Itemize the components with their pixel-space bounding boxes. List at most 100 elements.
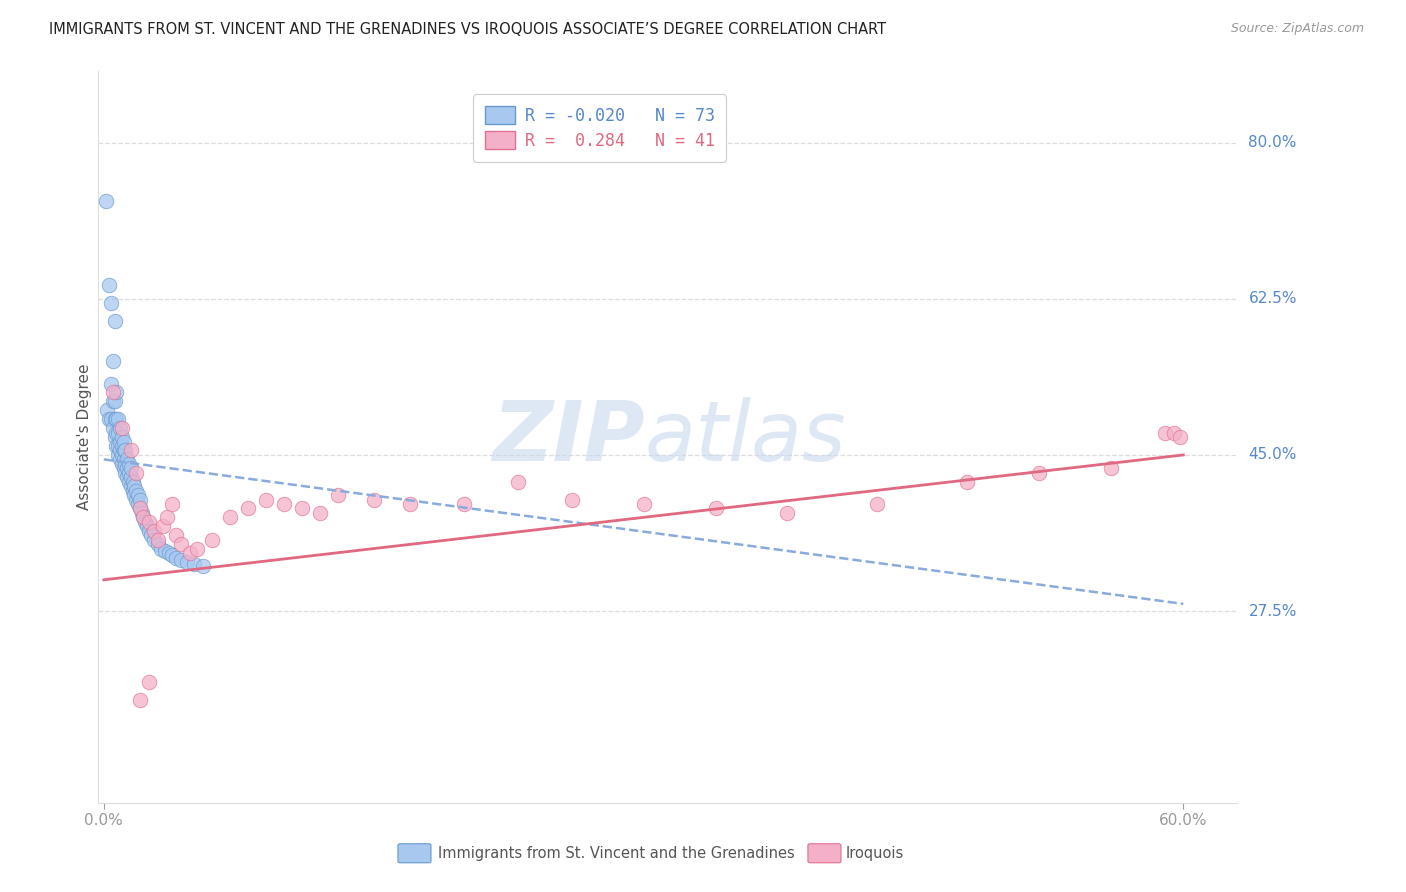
Y-axis label: Associate's Degree: Associate's Degree [77, 364, 91, 510]
Point [866, 497, 889, 511]
Point [112, 434, 135, 449]
Point [105, 425, 128, 440]
Legend: R = -0.020   N = 73, R =  0.284   N = 41: R = -0.020 N = 73, R = 0.284 N = 41 [472, 95, 725, 161]
Point [132, 510, 155, 524]
Point [101, 421, 124, 435]
Point [118, 457, 141, 471]
Text: 27.5%: 27.5% [1249, 604, 1296, 618]
Point [506, 475, 529, 489]
Point [1168, 430, 1191, 444]
Point [105, 385, 128, 400]
Point [114, 457, 136, 471]
Point [176, 555, 198, 569]
Point [128, 693, 150, 707]
Point [143, 524, 166, 538]
Point [165, 550, 187, 565]
Point [179, 546, 201, 560]
Point [115, 452, 138, 467]
Point [115, 470, 138, 484]
Point [98, 412, 121, 426]
Point [107, 412, 129, 426]
Point [100, 412, 122, 426]
Point [136, 519, 159, 533]
Point [96, 403, 118, 417]
Point [308, 506, 330, 520]
Text: ZIP: ZIP [492, 397, 645, 477]
Point [183, 557, 205, 571]
Point [398, 497, 420, 511]
Point [111, 448, 134, 462]
Point [291, 501, 314, 516]
Point [127, 488, 149, 502]
Point [139, 528, 162, 542]
Text: 62.5%: 62.5% [1249, 292, 1296, 306]
Point [114, 443, 136, 458]
Point [101, 385, 124, 400]
Point [363, 492, 385, 507]
Point [956, 475, 979, 489]
Text: atlas: atlas [645, 397, 846, 477]
Point [105, 412, 128, 426]
Point [561, 492, 583, 507]
Point [107, 439, 129, 453]
Point [156, 510, 179, 524]
Text: 45.0%: 45.0% [1249, 448, 1296, 462]
Point [138, 675, 160, 690]
Point [107, 448, 129, 462]
Point [160, 548, 183, 562]
Point [104, 394, 127, 409]
Text: 80.0%: 80.0% [1249, 136, 1296, 150]
Point [121, 483, 143, 498]
Point [108, 434, 131, 449]
FancyBboxPatch shape [808, 844, 841, 863]
Point [157, 546, 180, 560]
Point [128, 501, 150, 516]
Point [107, 425, 129, 440]
Point [153, 544, 176, 558]
Text: Source: ZipAtlas.com: Source: ZipAtlas.com [1230, 22, 1364, 36]
Point [236, 501, 259, 516]
Point [124, 479, 146, 493]
Point [150, 541, 173, 556]
Point [120, 470, 142, 484]
Point [138, 515, 160, 529]
Point [111, 421, 134, 435]
Point [160, 497, 183, 511]
Point [1028, 466, 1050, 480]
Point [138, 524, 160, 538]
Point [111, 439, 134, 453]
Point [105, 439, 128, 453]
Point [273, 497, 295, 511]
Point [201, 533, 224, 547]
Point [108, 443, 131, 458]
Point [143, 533, 166, 547]
Point [112, 443, 135, 458]
Point [114, 466, 136, 480]
Point [120, 443, 142, 458]
Point [120, 461, 142, 475]
Point [118, 475, 141, 489]
Text: Immigrants from St. Vincent and the Grenadines: Immigrants from St. Vincent and the Gren… [437, 846, 794, 861]
Point [776, 506, 799, 520]
Point [170, 553, 193, 567]
Point [108, 452, 131, 467]
Point [254, 492, 277, 507]
Point [128, 492, 150, 507]
Point [104, 412, 127, 426]
Text: Iroquois: Iroquois [845, 846, 904, 861]
Point [170, 537, 193, 551]
Text: IMMIGRANTS FROM ST. VINCENT AND THE GRENADINES VS IROQUOIS ASSOCIATE’S DEGREE CO: IMMIGRANTS FROM ST. VINCENT AND THE GREN… [49, 22, 886, 37]
Point [121, 475, 143, 489]
Point [127, 497, 149, 511]
Point [120, 479, 142, 493]
Point [1154, 425, 1177, 440]
Point [165, 528, 187, 542]
Point [101, 394, 124, 409]
Point [453, 497, 475, 511]
Point [104, 314, 127, 328]
FancyBboxPatch shape [398, 844, 432, 863]
Point [104, 430, 127, 444]
Point [191, 559, 214, 574]
Point [134, 515, 156, 529]
Point [132, 510, 155, 524]
